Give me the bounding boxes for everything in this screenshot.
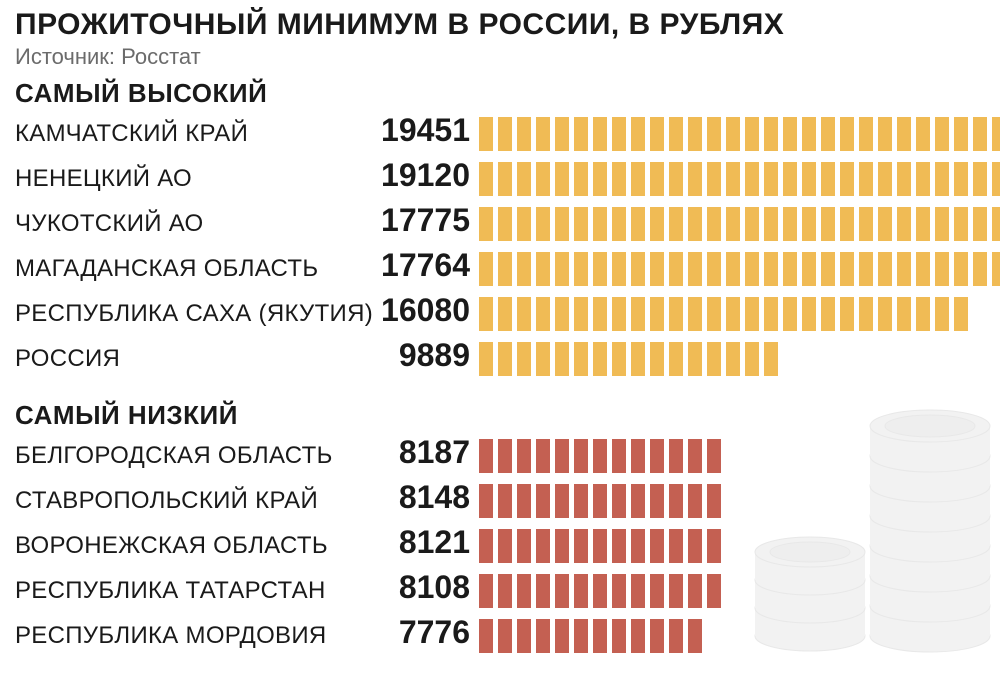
- row-value: 19120: [15, 157, 470, 194]
- data-row: КАМЧАТСКИЙ КРАЙ19451: [15, 114, 985, 159]
- bar: [478, 341, 779, 377]
- bar: [478, 206, 1000, 242]
- bar: [478, 573, 722, 609]
- bar: [478, 528, 722, 564]
- data-row: БЕЛГОРОДСКАЯ ОБЛАСТЬ8187: [15, 436, 985, 481]
- row-value: 17775: [15, 202, 470, 239]
- infographic-root: ПРОЖИТОЧНЫЙ МИНИМУМ В РОССИИ, В РУБЛЯХ И…: [0, 0, 1000, 676]
- data-row: РЕСПУБЛИКА ТАТАРСТАН8108: [15, 571, 985, 616]
- data-row: РОССИЯ9889: [15, 339, 985, 384]
- bar: [478, 618, 703, 654]
- bar: [478, 296, 969, 332]
- data-row: ВОРОНЕЖСКАЯ ОБЛАСТЬ8121: [15, 526, 985, 571]
- row-value: 9889: [15, 337, 470, 374]
- bar: [478, 161, 1000, 197]
- data-row: РЕСПУБЛИКА САХА (ЯКУТИЯ)16080: [15, 294, 985, 339]
- source: Источник: Росстат: [15, 44, 201, 70]
- row-value: 8187: [15, 434, 470, 471]
- section-label-high: САМЫЙ ВЫСОКИЙ: [15, 78, 267, 109]
- data-row: СТАВРОПОЛЬСКИЙ КРАЙ8148: [15, 481, 985, 526]
- bar: [478, 483, 722, 519]
- title: ПРОЖИТОЧНЫЙ МИНИМУМ В РОССИИ, В РУБЛЯХ: [15, 8, 784, 42]
- row-value: 16080: [15, 292, 470, 329]
- bar: [478, 438, 722, 474]
- row-value: 7776: [15, 614, 470, 651]
- row-value: 17764: [15, 247, 470, 284]
- row-value: 19451: [15, 112, 470, 149]
- data-row: ЧУКОТСКИЙ АО17775: [15, 204, 985, 249]
- row-value: 8108: [15, 569, 470, 606]
- data-row: НЕНЕЦКИЙ АО19120: [15, 159, 985, 204]
- row-value: 8148: [15, 479, 470, 516]
- bar: [478, 251, 1000, 287]
- data-row: РЕСПУБЛИКА МОРДОВИЯ7776: [15, 616, 985, 661]
- row-value: 8121: [15, 524, 470, 561]
- section-label-low: САМЫЙ НИЗКИЙ: [15, 400, 238, 431]
- data-row: МАГАДАНСКАЯ ОБЛАСТЬ17764: [15, 249, 985, 294]
- bar: [478, 116, 1000, 152]
